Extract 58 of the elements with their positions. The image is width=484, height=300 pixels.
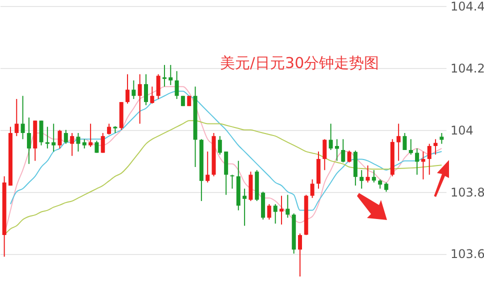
candlestick (107, 123, 112, 136)
candlestick (384, 182, 388, 192)
candlestick (218, 136, 222, 156)
candlestick (341, 138, 346, 163)
candlestick (273, 204, 278, 224)
candlestick (334, 138, 339, 162)
text: 美元/日元30分钟走势图 (220, 54, 380, 72)
y-tick-label: 103.6 (450, 247, 484, 262)
candlestick (347, 150, 352, 163)
candlestick (360, 170, 364, 190)
candlestick (144, 74, 148, 106)
candlestick (267, 204, 272, 220)
candlestick (286, 194, 290, 218)
candlestick (366, 164, 370, 183)
candlestick (58, 129, 62, 149)
candlestick (26, 117, 31, 164)
candlestick (132, 80, 136, 100)
y-tick-label: 104.2 (450, 62, 484, 76)
candlestick (402, 132, 407, 150)
candlestick (408, 138, 413, 156)
candlestick (372, 170, 376, 183)
candlestick (396, 123, 401, 162)
candlestick (70, 132, 74, 156)
candlestick (440, 132, 444, 144)
candlestick (94, 140, 99, 154)
candlestick (20, 95, 25, 140)
y-tick-label: 104.4 (450, 0, 484, 14)
candlestick (76, 132, 80, 152)
candlestick (298, 233, 302, 277)
candlestick (138, 74, 142, 124)
candlestick (14, 98, 19, 137)
candlestick (224, 151, 228, 196)
candlestick (206, 151, 210, 183)
candlestick (415, 148, 420, 176)
candlestick (150, 86, 154, 104)
candlestick (100, 132, 105, 154)
candlestick (45, 126, 50, 149)
candlestick (421, 151, 426, 180)
candlestick (434, 138, 438, 156)
candlestick (174, 70, 179, 100)
candlestick (39, 120, 44, 146)
candlestick (126, 74, 130, 104)
candlestick (242, 188, 247, 226)
candlestick (64, 129, 68, 144)
candlestick (52, 123, 56, 152)
candlestick (427, 143, 432, 176)
candlestick (310, 178, 314, 198)
candlestick (82, 138, 86, 149)
candlestick (378, 178, 382, 190)
candlestick (88, 123, 93, 148)
candlestick (230, 174, 234, 190)
candlestick (168, 64, 173, 86)
y-tick-label: 104 (450, 123, 474, 138)
candlestick (156, 74, 160, 100)
candlestick (322, 138, 327, 171)
candlestick (162, 64, 166, 88)
candlestick (328, 123, 333, 150)
y-tick-label: 103.8 (450, 185, 484, 200)
